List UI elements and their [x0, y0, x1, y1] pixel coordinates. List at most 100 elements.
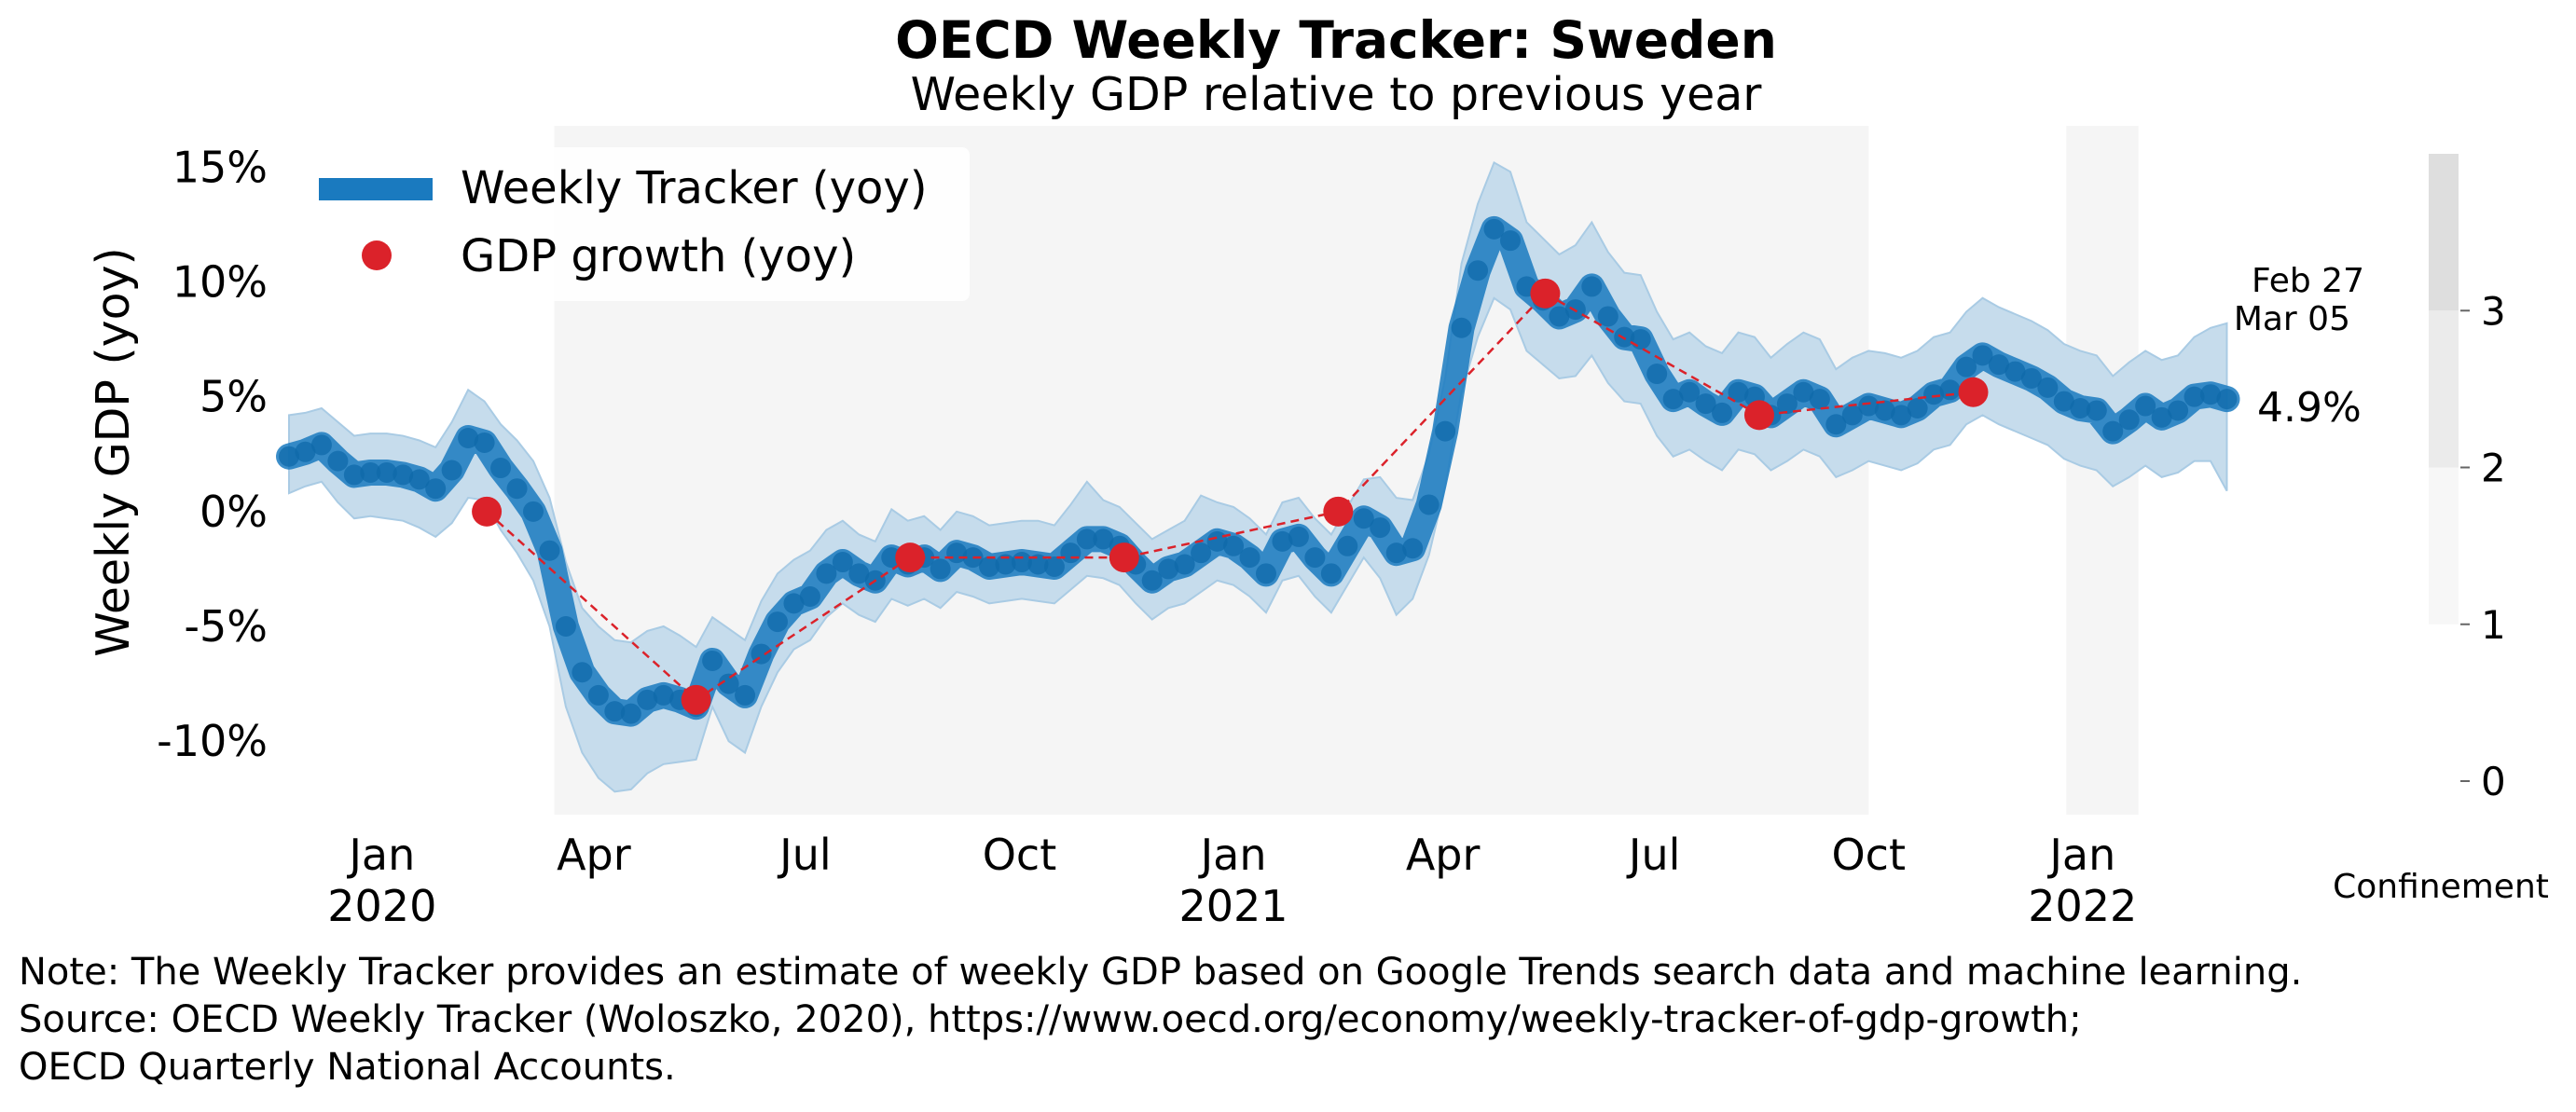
legend: Weekly Tracker (yoy) GDP growth (yoy) — [306, 147, 970, 301]
tracker-point — [1549, 306, 1570, 327]
tracker-point — [279, 446, 299, 467]
confinement-label: Confinement — [2333, 868, 2549, 906]
tracker-point — [555, 616, 576, 638]
tracker-point — [620, 703, 641, 724]
tracker-point — [1662, 389, 1684, 410]
tracker-point — [1272, 530, 1293, 552]
tracker-point — [1223, 535, 1245, 556]
colorbar-tick-label: 3 — [2481, 288, 2506, 334]
tracker-point — [1043, 556, 1065, 577]
gdp-point — [472, 496, 503, 527]
tracker-point — [2135, 395, 2156, 417]
colorbar-tick-label: 0 — [2481, 759, 2506, 804]
y-tick-label: 5% — [200, 372, 268, 422]
y-axis-label: Weekly GDP (yoy) — [87, 247, 140, 656]
tracker-point — [1418, 494, 1440, 515]
tracker-point — [1923, 384, 1945, 405]
colorbar-segment — [2429, 154, 2459, 311]
tracker-point — [2004, 361, 2026, 382]
y-tick-label: 15% — [172, 142, 268, 192]
tracker-point — [1435, 420, 1456, 442]
notes: Note: The Weekly Tracker provides an est… — [19, 949, 2564, 1091]
tracker-point — [1793, 381, 1814, 403]
tracker-point — [1370, 517, 1391, 539]
x-tick-label: Jan — [1198, 830, 1267, 880]
x-tick-label: Jan — [346, 830, 415, 880]
tracker-point — [539, 540, 560, 561]
y-tick-label: 10% — [172, 257, 268, 308]
x-tick-label: Apr — [1406, 830, 1481, 880]
tracker-point — [458, 428, 479, 449]
gdp-growth-series — [472, 278, 1989, 715]
tracker-point — [2053, 391, 2074, 412]
colorbar-tick-label: 2 — [2481, 446, 2506, 491]
gdp-point — [1530, 278, 1561, 309]
tracker-point — [832, 552, 853, 573]
x-tick-label: Oct — [1831, 830, 1906, 880]
tracker-point — [766, 611, 788, 633]
tracker-point — [393, 464, 414, 486]
colorbar-segment — [2429, 467, 2459, 625]
tracker-point — [2168, 400, 2189, 421]
tracker-point — [343, 464, 365, 486]
tracker-point — [1353, 508, 1374, 529]
x-tick-label: Oct — [983, 830, 1057, 880]
tracker-point — [572, 662, 593, 683]
chart-subtitle: Weekly GDP relative to previous year — [911, 68, 1763, 121]
tracker-point — [2037, 377, 2059, 398]
tracker-point — [1825, 414, 1847, 435]
tracker-point — [1597, 306, 1619, 327]
tracker-point — [1174, 554, 1195, 575]
tracker-point — [1402, 538, 1424, 559]
last-date-2: Mar 05 — [2234, 300, 2350, 338]
y-axis: -10% -5% 0% 5% 10% 15% — [157, 142, 268, 766]
tracker-point — [718, 673, 739, 694]
gdp-line — [486, 292, 1974, 702]
tracker-point — [848, 563, 870, 584]
tracker-point — [1874, 400, 1895, 421]
tracker-point — [1907, 397, 1928, 419]
tracker-point — [1320, 563, 1342, 584]
tracker-point — [995, 554, 1016, 575]
tracker-point — [1141, 570, 1163, 591]
chart-title: OECD Weekly Tracker: Sweden — [895, 10, 1777, 70]
legend-tracker-swatch — [319, 178, 433, 200]
tracker-point — [1809, 389, 1830, 410]
tracker-point — [2216, 389, 2238, 410]
tracker-point — [1581, 276, 1603, 297]
tracker-point — [2070, 397, 2091, 419]
tracker-point — [1304, 547, 1326, 569]
tracker-point — [604, 701, 626, 722]
tracker-point — [1483, 218, 1505, 240]
tracker-point — [441, 460, 462, 481]
x-tick-label: Jul — [777, 830, 832, 880]
x-tick-year: 2020 — [327, 881, 436, 931]
tracker-point — [1776, 393, 1798, 415]
tracker-point — [1712, 402, 1733, 423]
tracker-point — [1695, 393, 1716, 415]
source-line: Source: OECD Weekly Tracker (Woloszko, 2… — [19, 998, 2082, 1041]
tracker-point — [1076, 529, 1097, 550]
y-tick-label: -10% — [157, 716, 268, 766]
tracker-point — [2183, 386, 2205, 407]
last-date-1: Feb 27 — [2252, 262, 2364, 300]
tracker-point — [1093, 529, 1114, 550]
tracker-point — [979, 556, 1000, 577]
tracker-point — [2118, 409, 2140, 431]
colorbar-tick-label: 1 — [2481, 602, 2506, 648]
tracker-point — [1972, 345, 1993, 366]
gdp-point — [681, 684, 711, 715]
confinement-colorbar: 0 1 2 3 — [2429, 154, 2506, 804]
tracker-point — [1841, 405, 1863, 426]
y-tick-label: 0% — [200, 487, 268, 537]
tracker-point — [816, 563, 837, 584]
tracker-point — [1630, 329, 1651, 350]
tracker-point — [1385, 542, 1407, 564]
last-value-label: 4.9% — [2257, 384, 2362, 432]
tracker-point — [295, 441, 316, 462]
tracker-point — [702, 650, 723, 671]
tracker-point — [1728, 381, 1749, 403]
tracker-point — [930, 558, 951, 580]
